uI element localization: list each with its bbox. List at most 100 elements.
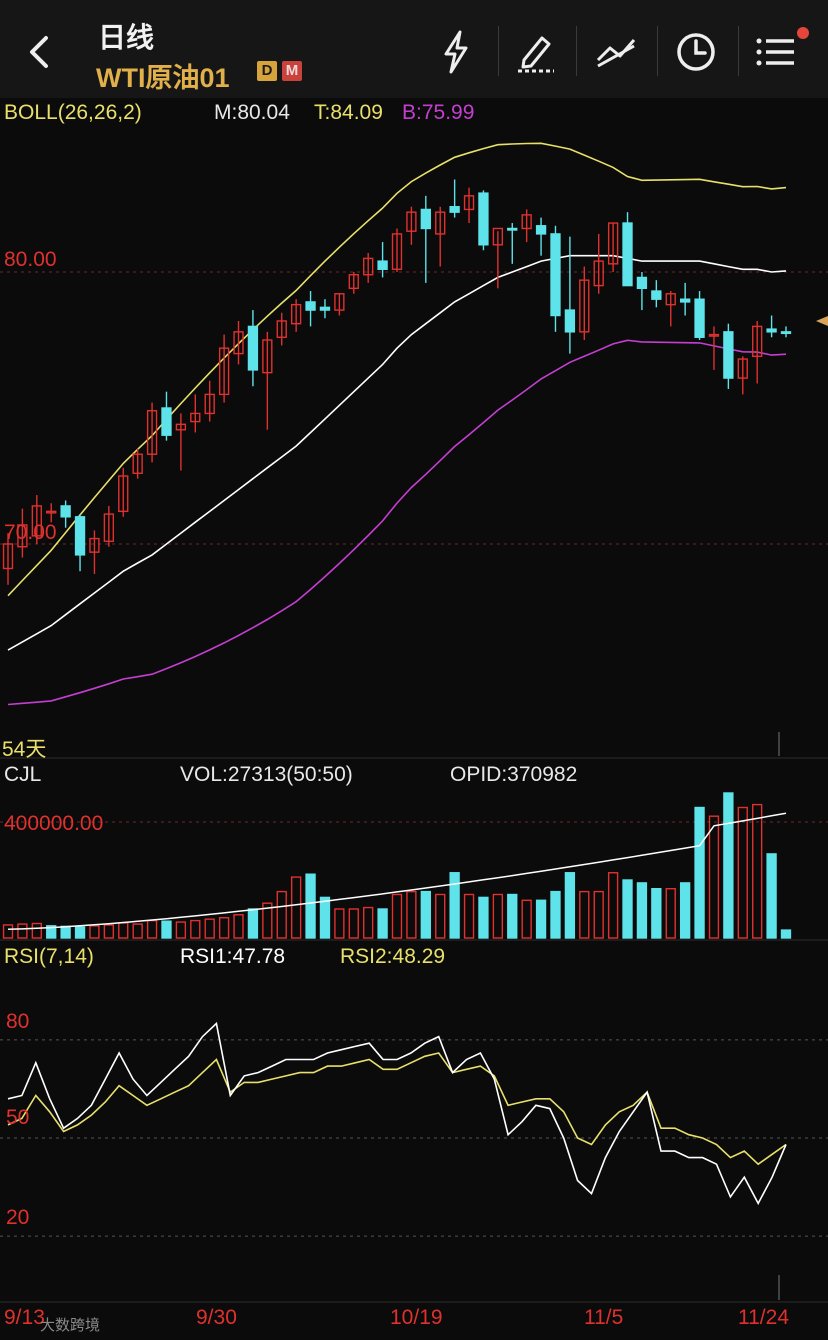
volume-bar [665,888,676,939]
volume-bar [507,893,518,939]
candle-body [31,505,42,537]
volume-bar [564,872,576,939]
candle-body [233,331,244,355]
volume-bar [420,890,431,939]
candle-body [564,309,576,333]
back-button[interactable] [22,30,62,74]
volume-bar [74,926,86,939]
volume-bar [737,806,748,939]
candle-body [17,524,28,548]
candle-body [175,423,187,431]
boll-upper-line [7,142,787,597]
candle-body [276,320,287,338]
volume-bar [276,890,287,939]
candle-body [723,331,734,379]
volume-bar [535,899,547,939]
volume-bar [521,899,532,939]
candle-body [651,290,662,300]
trend-lines-button[interactable] [590,26,642,78]
candle-body [535,225,547,235]
candle-body [550,233,561,317]
menu-button[interactable] [750,26,802,78]
watermark: 大数跨境 [40,1317,101,1334]
flash-button[interactable] [430,26,482,78]
volume-label: CJL [4,763,42,786]
candle-body [2,543,14,570]
volume-bar [550,890,561,939]
rsi-axis-label-50: 50 [6,1106,30,1129]
open-interest-line [7,812,787,931]
volume-bar [377,908,388,939]
volume-bar [262,902,273,939]
candle-body [636,276,648,290]
candle-body [752,325,763,358]
volume-bar [118,922,129,939]
volume-bar [2,924,14,939]
candle-body [334,293,345,311]
candle-body [406,211,417,232]
volume-bar [60,925,71,939]
volume-bar [463,893,475,939]
instrument-name[interactable]: WTI原油01 [96,63,230,93]
candle-body [622,222,633,287]
candle-body [305,301,316,311]
boll-lower-value: B:75.99 [402,101,475,124]
candle-body [190,412,201,423]
candle-body [507,227,518,231]
volume-bar [46,925,57,939]
boll-label: BOLL(26,26,2) [4,101,142,124]
volume-bar [391,893,403,939]
candle-body [435,211,446,235]
volume-bar [752,803,763,939]
volume-bar [679,882,691,939]
volume-bar [161,920,172,939]
period-label: 54天 [2,738,47,761]
boll-mid-line [7,254,787,651]
volume-bar [478,896,489,939]
rsi-axis-label-80: 80 [6,1010,30,1033]
volume-bar [636,882,648,939]
volume-bar [651,888,662,939]
rsi2-value: RSI2:48.29 [340,945,446,968]
volume-bar [31,922,42,939]
candle-body [780,331,792,335]
candle-body [679,298,691,303]
volume-bar [247,908,259,939]
last-price-marker [816,316,828,326]
draw-button[interactable] [510,26,562,78]
x-axis-label: 10/19 [390,1306,443,1329]
volume-bar [103,924,115,939]
volume-axis-label: 400000.00 [4,812,104,835]
candle-body [492,227,504,246]
candle-body [74,516,86,556]
volume-bar [132,923,143,939]
volume-bar [406,890,417,939]
volume-bar [708,815,720,939]
candle-body [391,233,403,270]
volume-bar [694,806,705,939]
clock-icon [677,33,715,71]
volume-bar [435,893,446,939]
candle-body [319,306,331,311]
toolbar-divider [498,26,499,76]
candle-body [363,257,374,276]
rsi1-value: RSI1:47.78 [180,945,286,968]
candle-body [218,347,230,396]
clock-button[interactable] [670,26,722,78]
candle-body [247,325,259,371]
candle-body [593,260,604,287]
candle-body [89,537,100,553]
volume-bar [89,925,100,939]
badge-d: D [257,61,277,81]
volume-bar [766,853,777,939]
volume-bar [190,919,201,939]
candle-body [694,298,705,338]
x-axis-label: 11/5 [584,1306,624,1329]
candle-body [463,195,475,211]
price-axis-label-80: 80.00 [4,248,57,271]
x-axis-label: 11/24 [738,1306,789,1329]
volume-bar [218,917,230,939]
candle-body [737,358,748,379]
candle-body [521,214,532,230]
